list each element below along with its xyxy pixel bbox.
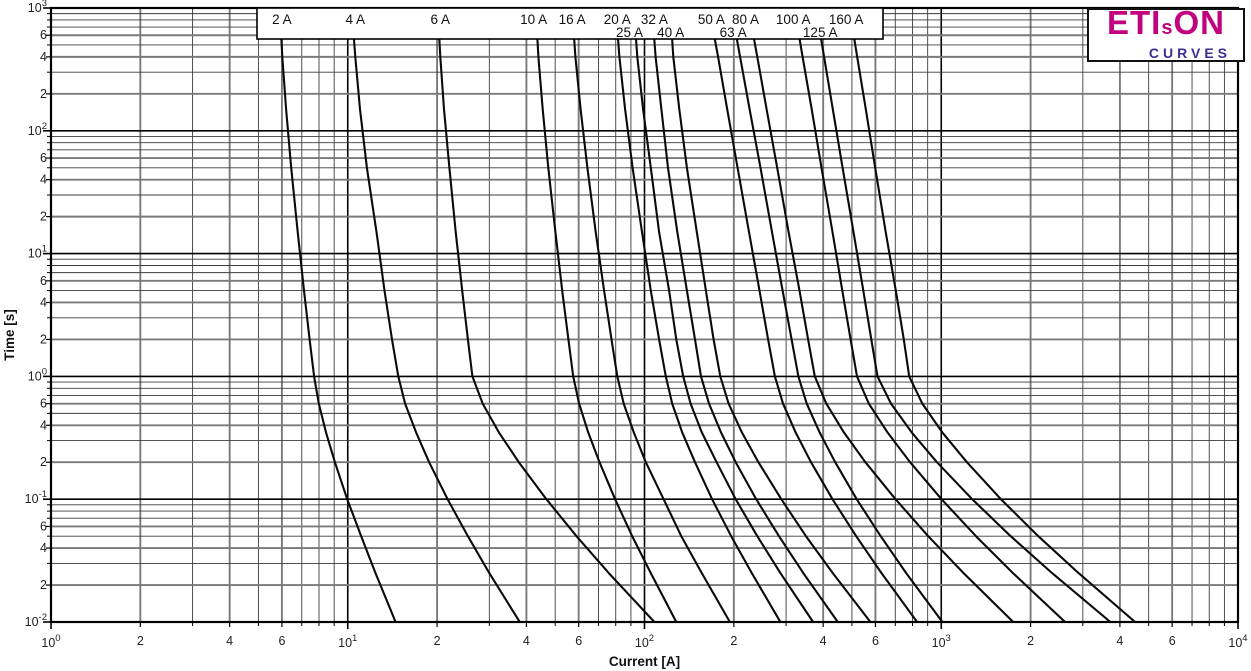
y-tick-label: 100 xyxy=(28,366,47,383)
y-tick-label: 6 xyxy=(40,151,47,165)
x-tick-label: 2 xyxy=(137,634,144,648)
logo-s: s xyxy=(1161,17,1174,39)
curve-63A xyxy=(730,8,944,622)
curve-10A xyxy=(534,8,678,622)
y-tick-label: 4 xyxy=(40,295,47,309)
axes: 100 2 4 6 101 2 4 6 102 2 4 6 103 2 4 6 104 103 6 4 2 102 6 4 2 1… xyxy=(25,0,1248,650)
x-tick-label: 104 xyxy=(1228,633,1247,650)
etison-logo: ETIsON CURVES xyxy=(1087,6,1245,62)
curve-label-2A: 2 A xyxy=(272,12,292,27)
curve-label-63A: 63 A xyxy=(720,25,747,40)
x-tick-label: 6 xyxy=(575,634,582,648)
y-tick-label: 10-1 xyxy=(25,489,47,506)
x-tick-label: 103 xyxy=(932,633,951,650)
y-tick-label: 6 xyxy=(40,397,47,411)
y-tick-label: 102 xyxy=(28,121,47,138)
x-tick-label: 4 xyxy=(226,634,233,648)
y-tick-label: 2 xyxy=(40,87,47,101)
curve-6A xyxy=(436,8,656,622)
x-tick-label: 6 xyxy=(872,634,879,648)
grid xyxy=(50,7,1239,623)
x-tick-label: 4 xyxy=(1116,634,1123,648)
logo-brand-text: ETIsON xyxy=(1099,6,1233,45)
y-tick-label: 2 xyxy=(40,210,47,224)
curve-100A xyxy=(793,8,1067,622)
curve-label-160A: 160 A xyxy=(829,12,864,27)
curve-2A xyxy=(278,8,397,622)
y-tick-label: 103 xyxy=(28,0,47,15)
curve-40A xyxy=(669,8,872,622)
y-tick-label: 4 xyxy=(40,173,47,187)
y-tick-label: 6 xyxy=(40,274,47,288)
x-tick-label: 101 xyxy=(338,633,357,650)
y-tick-label: 4 xyxy=(40,541,47,555)
x-tick-label: 100 xyxy=(41,633,60,650)
y-tick-label: 6 xyxy=(40,28,47,42)
x-tick-label: 102 xyxy=(635,633,654,650)
curve-160A xyxy=(848,8,1137,622)
y-tick-label: 2 xyxy=(40,578,47,592)
curve-4A xyxy=(350,8,521,622)
curve-label-16A: 16 A xyxy=(559,12,586,27)
logo-on: ON xyxy=(1173,4,1225,41)
x-tick-label: 4 xyxy=(523,634,530,648)
y-tick-label: 6 xyxy=(40,519,47,533)
y-tick-label: 4 xyxy=(40,50,47,64)
y-tick-label: 10-2 xyxy=(25,612,47,629)
curve-label-4A: 4 A xyxy=(346,12,366,27)
curve-label-80A: 80 A xyxy=(732,12,759,27)
logo-curves-text: CURVES xyxy=(1148,45,1231,61)
y-tick-label: 4 xyxy=(40,418,47,432)
curve-label-10A: 10 A xyxy=(520,12,547,27)
x-tick-label: 6 xyxy=(1169,634,1176,648)
curve-label-40A: 40 A xyxy=(657,25,684,40)
logo-eti: ETI xyxy=(1107,4,1162,41)
y-tick-label: 2 xyxy=(40,332,47,346)
curve-16A xyxy=(571,8,731,622)
y-axis-title: Time [s] xyxy=(2,309,17,361)
x-tick-label: 2 xyxy=(1027,634,1034,648)
curve-label-6A: 6 A xyxy=(431,12,451,27)
curve-20A xyxy=(614,8,782,622)
x-tick-label: 6 xyxy=(278,634,285,648)
curve-80A xyxy=(747,8,1015,622)
curve-50A xyxy=(707,8,919,622)
x-axis-title: Current [A] xyxy=(609,654,680,669)
x-tick-label: 4 xyxy=(820,634,827,648)
curve-label-32A: 32 A xyxy=(641,12,668,27)
label-box-frame xyxy=(256,7,884,40)
y-tick-label: 101 xyxy=(28,244,47,261)
curve-label-125A: 125 A xyxy=(803,25,838,40)
curve-label-box: 2 A 4 A 6 A 10 A 16 A 20 A25 A32 A40 A 50 A63 … xyxy=(256,7,884,40)
curve-label-25A: 25 A xyxy=(616,25,643,40)
y-tick-label: 2 xyxy=(40,455,47,469)
curve-label-50A: 50 A xyxy=(698,12,725,27)
curve-label-20A: 20 A xyxy=(604,12,631,27)
curve-125A xyxy=(814,8,1112,622)
x-tick-label: 2 xyxy=(730,634,737,648)
curve-25A xyxy=(632,8,815,622)
curve-32A xyxy=(650,8,839,622)
curve-label-100A: 100 A xyxy=(776,12,811,27)
fuse-curves xyxy=(278,8,1137,622)
x-tick-label: 2 xyxy=(434,634,441,648)
